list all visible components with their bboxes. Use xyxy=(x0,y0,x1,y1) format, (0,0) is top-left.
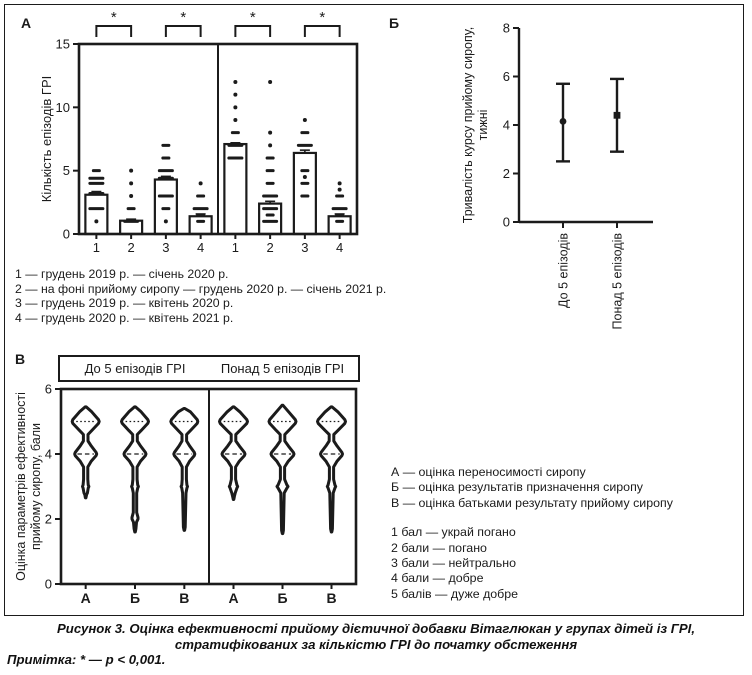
svg-text:*: * xyxy=(180,9,186,26)
caption-line: Рисунок 3. Оцінка ефективності прийому д… xyxy=(57,621,695,636)
legend-v-param-line: А — оцінка переносимості сиропу xyxy=(391,465,586,479)
legend-v-score-line: 1 бал — украй погано xyxy=(391,525,516,540)
legend-a-line: 4 — грудень 2020 р. — квітень 2021 р. xyxy=(15,310,234,325)
figure-caption: Рисунок 3. Оцінка ефективності прийому д… xyxy=(0,621,752,652)
panel-b-errorbar-chart: 0 2 4 6 8 Тривалість курсу прийому сиропу, тиж… xyxy=(461,21,653,330)
svg-text:Б: Б xyxy=(130,590,140,606)
legend-v-score-line: 5 балів — дуже добре xyxy=(391,586,519,601)
panel-v-legend: А — оцінка переносимості сиропу Б — оцін… xyxy=(391,465,673,602)
svg-text:Понад 5 епізодів ГРІ: Понад 5 епізодів ГРІ xyxy=(221,361,344,376)
legend-v-score-line: 4 бали — добре xyxy=(391,571,484,586)
panel-a-label: А xyxy=(21,15,32,31)
legend-a-line: 3 — грудень 2019 р. — квітень 2020 р. xyxy=(15,296,234,311)
svg-text:В: В xyxy=(326,590,336,606)
legend-v-score-line: 2 бали — погано xyxy=(391,540,487,555)
svg-text:2: 2 xyxy=(128,240,135,255)
svg-text:4: 4 xyxy=(336,240,343,255)
panel-a-legend: 1 — грудень 2019 р. — січень 2020 р. 2 —… xyxy=(15,267,386,325)
svg-text:Кількість епізодів ГРІ: Кількість епізодів ГРІ xyxy=(39,76,54,202)
legend-spacer xyxy=(391,511,673,525)
svg-text:1: 1 xyxy=(93,240,100,255)
svg-text:2: 2 xyxy=(503,166,510,181)
legend-v-param-line: В — оцінка батьками результату прийому с… xyxy=(391,495,673,510)
svg-text:10: 10 xyxy=(56,100,70,115)
caption-line: стратифікованих за кількістю ГРІ до поча… xyxy=(174,636,578,652)
legend-a-line: 1 — грудень 2019 р. — січень 2020 р. xyxy=(15,267,229,281)
panel-v-label: В xyxy=(15,351,26,367)
svg-text:Тривалість курсу прийому сироп: Тривалість курсу прийому сиропу, xyxy=(461,27,475,223)
panel-a-bar-chart: 1 2 3 4 * * 1 2 3 4 * * 0 5 10 15 Кількість епізодів ГРІ xyxy=(39,9,359,255)
svg-text:*: * xyxy=(111,9,117,26)
svg-text:0: 0 xyxy=(45,577,52,592)
legend-a-line: 2 — на фоні прийому сиропу — грудень 202… xyxy=(15,281,387,296)
svg-text:15: 15 xyxy=(56,37,70,52)
svg-text:0: 0 xyxy=(503,215,510,230)
svg-text:*: * xyxy=(319,9,325,26)
svg-text:2: 2 xyxy=(267,240,274,255)
svg-text:А: А xyxy=(81,590,91,606)
legend-v-param-line: Б — оцінка результатів призначення сироп… xyxy=(391,480,643,495)
figure-note: Примітка: * — p < 0,001. xyxy=(7,652,166,667)
svg-text:8: 8 xyxy=(503,21,510,36)
svg-text:Б: Б xyxy=(277,590,287,606)
svg-text:Оцінка параметрів ефективності: Оцінка параметрів ефективності xyxy=(14,392,28,581)
figure-box: А Б В 1 2 3 4 * * 1 2 3 4 * * 0 5 10 15 Кількість епізод… xyxy=(4,4,744,616)
svg-text:тижні: тижні xyxy=(476,110,490,141)
svg-text:До 5 епізодів: До 5 епізодів xyxy=(557,233,571,308)
svg-text:6: 6 xyxy=(45,382,52,397)
svg-text:*: * xyxy=(250,9,256,26)
svg-text:3: 3 xyxy=(162,240,169,255)
svg-text:прийому сиропу, бали: прийому сиропу, бали xyxy=(29,423,43,550)
svg-text:Понад 5 епізодів: Понад 5 епізодів xyxy=(611,233,625,330)
svg-text:6: 6 xyxy=(503,69,510,84)
svg-text:2: 2 xyxy=(45,512,52,527)
panel-v-violin-chart: До 5 епізодів ГРІ Понад 5 епізодів ГРІ А Б В… xyxy=(14,355,360,606)
svg-text:4: 4 xyxy=(45,447,52,462)
svg-text:До 5 епізодів ГРІ: До 5 епізодів ГРІ xyxy=(85,361,186,376)
panel-b-label: Б xyxy=(389,15,400,31)
svg-text:В: В xyxy=(179,590,189,606)
svg-text:4: 4 xyxy=(503,118,510,133)
svg-text:0: 0 xyxy=(63,227,70,242)
svg-text:5: 5 xyxy=(63,163,70,178)
svg-text:1: 1 xyxy=(232,240,239,255)
svg-text:4: 4 xyxy=(197,240,204,255)
legend-v-score-line: 3 бали — нейтрально xyxy=(391,556,516,571)
svg-text:А: А xyxy=(228,590,238,606)
svg-text:3: 3 xyxy=(301,240,308,255)
